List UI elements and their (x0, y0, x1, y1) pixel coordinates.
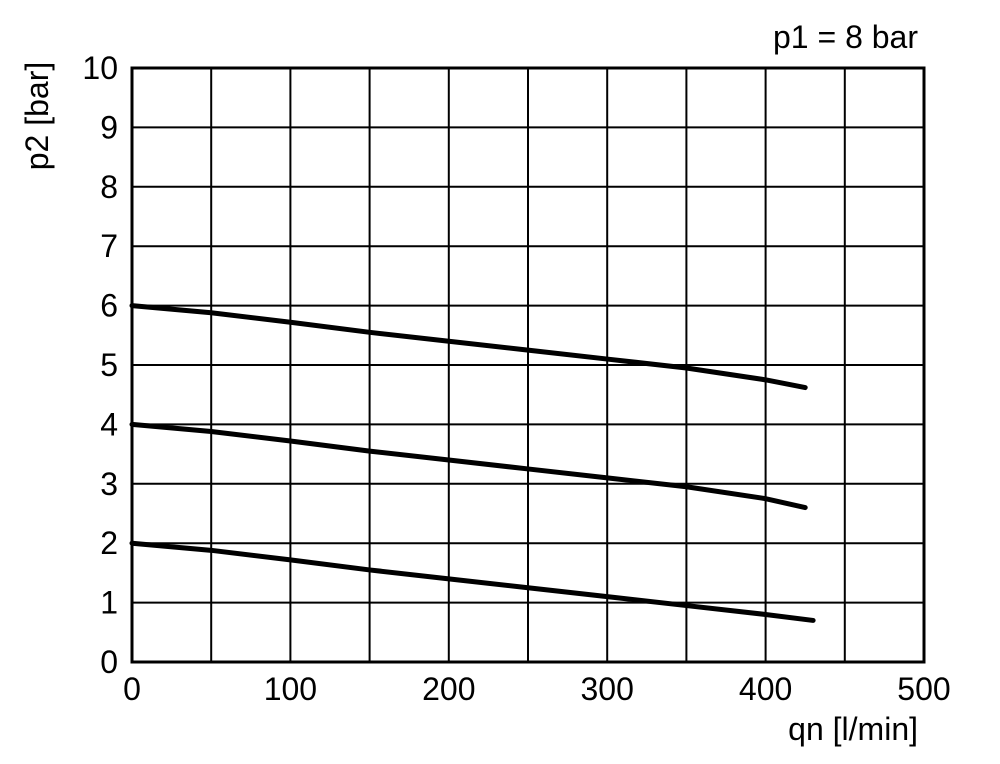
x-axis-label: qn [l/min] (788, 711, 918, 747)
y-tick-label: 0 (100, 644, 118, 680)
chart-svg: 0 100 200 300 400 500 0 1 2 3 4 5 6 7 8 9 10 qn [l/min] p2… (0, 0, 1000, 764)
y-tick-label: 2 (100, 525, 118, 561)
x-tick-label: 200 (422, 671, 475, 707)
y-tick-label: 3 (100, 466, 118, 502)
y-tick-label: 10 (82, 50, 118, 86)
y-tick-label: 5 (100, 347, 118, 383)
x-tick-label: 500 (897, 671, 950, 707)
y-tick-label: 9 (100, 109, 118, 145)
y-tick-label: 1 (100, 585, 118, 621)
y-tick-label: 8 (100, 169, 118, 205)
y-tick-label: 7 (100, 228, 118, 264)
annotation-text: p1 = 8 bar (773, 19, 918, 55)
x-tick-label: 300 (581, 671, 634, 707)
x-tick-label: 100 (264, 671, 317, 707)
y-tick-label: 6 (100, 288, 118, 324)
y-axis-label: p2 [bar] (19, 62, 55, 171)
y-tick-label: 4 (100, 406, 118, 442)
pressure-flow-chart: 0 100 200 300 400 500 0 1 2 3 4 5 6 7 8 9 10 qn [l/min] p2… (0, 0, 1000, 764)
x-tick-label: 0 (123, 671, 141, 707)
x-tick-label: 400 (739, 671, 792, 707)
